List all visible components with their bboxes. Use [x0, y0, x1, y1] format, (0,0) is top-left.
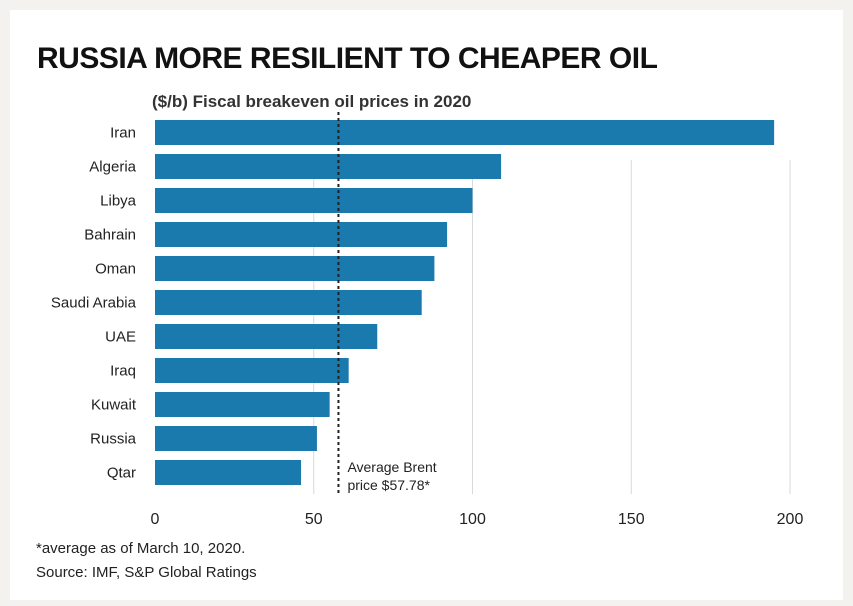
category-label: Iran: [110, 125, 136, 142]
bar: [155, 154, 502, 179]
bar: [155, 222, 448, 247]
category-label: Russia: [90, 431, 137, 448]
x-tick-label: 200: [777, 511, 804, 528]
chart-subtitle: ($/b) Fiscal breakeven oil prices in 202…: [152, 92, 472, 111]
category-label: Qtar: [107, 465, 136, 482]
category-label: Oman: [95, 261, 136, 278]
x-tick-label: 100: [459, 511, 486, 528]
category-label: UAE: [105, 329, 136, 346]
bar: [155, 290, 422, 315]
chart-card: [10, 10, 843, 600]
bar: [155, 324, 378, 349]
reference-label-line2: price $57.78*: [347, 477, 430, 493]
source-note: Source: IMF, S&P Global Ratings: [36, 564, 257, 581]
bar: [155, 426, 317, 451]
bar: [155, 188, 473, 213]
reference-label-line1: Average Brent: [347, 459, 436, 475]
category-label: Kuwait: [91, 397, 137, 414]
category-label: Algeria: [89, 159, 136, 176]
bar: [155, 392, 330, 417]
bar: [155, 358, 349, 383]
footnote: *average as of March 10, 2020.: [36, 540, 246, 557]
x-tick-label: 150: [618, 511, 645, 528]
chart-title: RUSSIA MORE RESILIENT TO CHEAPER OIL: [37, 42, 658, 75]
category-label: Libya: [100, 193, 137, 210]
x-tick-label: 50: [305, 511, 323, 528]
bar: [155, 460, 302, 485]
bar: [155, 120, 775, 145]
bar: [155, 256, 435, 281]
x-tick-label: 0: [151, 511, 160, 528]
category-label: Iraq: [110, 363, 136, 380]
category-label: Saudi Arabia: [51, 295, 137, 312]
category-label: Bahrain: [84, 227, 136, 244]
